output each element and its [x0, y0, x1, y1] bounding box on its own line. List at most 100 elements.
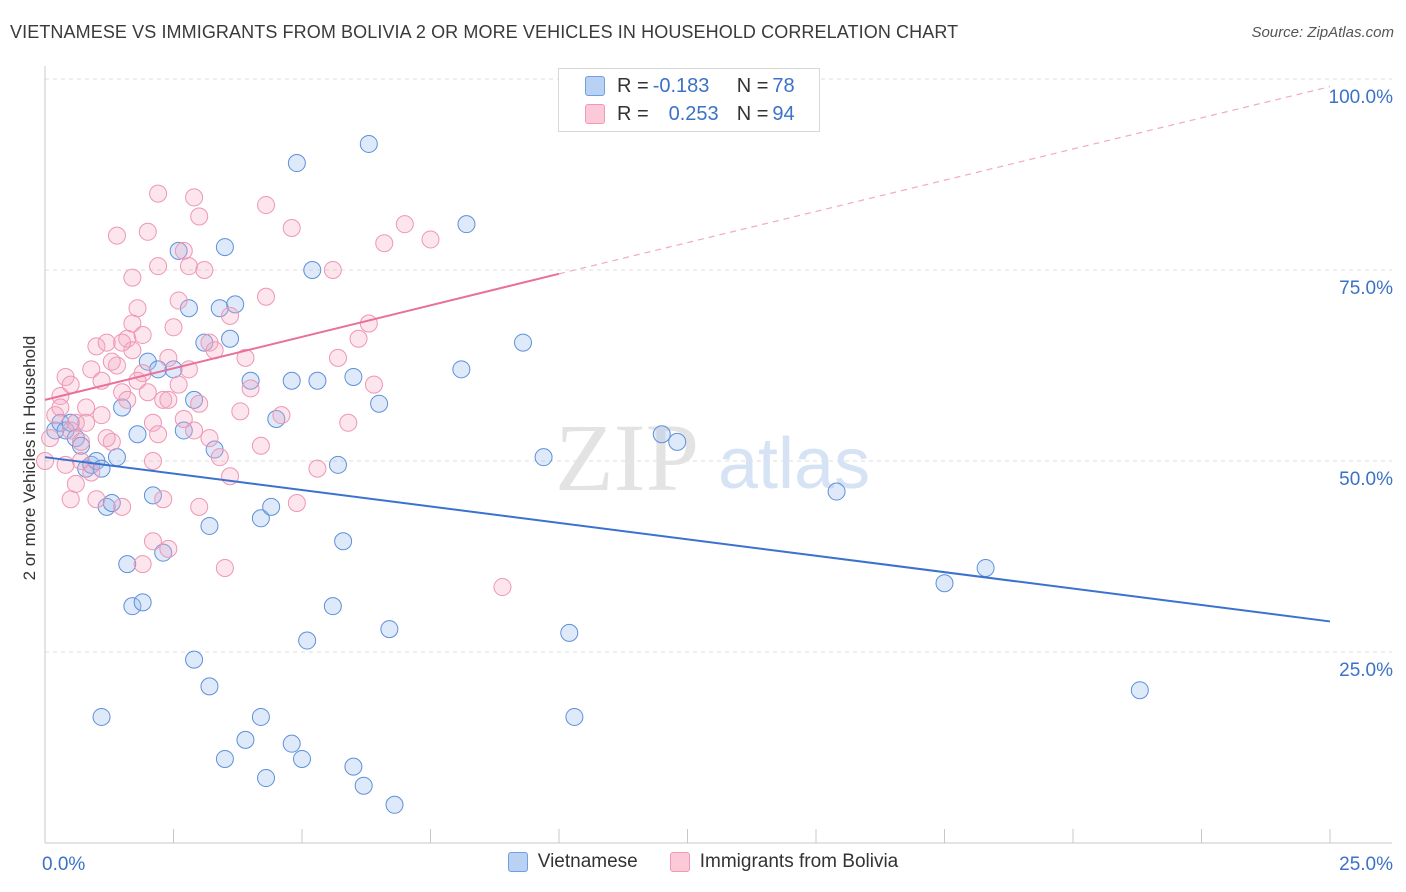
vietnamese-point	[200, 516, 219, 535]
vietnamese-point	[282, 371, 301, 390]
bolivia-point	[118, 390, 137, 409]
stats-legend-row-vietnamese: R = -0.183 N = 78	[585, 73, 795, 99]
r-label: R =	[617, 102, 649, 125]
n-value: 94	[772, 102, 795, 125]
vietnamese-point	[457, 215, 476, 234]
vietnamese-point	[123, 597, 142, 616]
legend-item-bolivia[interactable]: Immigrants from Bolivia	[669, 851, 899, 873]
n-label: N =	[736, 74, 769, 97]
vietnamese-point	[334, 532, 353, 551]
bolivia-point	[185, 421, 204, 440]
bolivia-point	[143, 452, 162, 470]
bolivia-point	[154, 390, 173, 409]
vietnamese-point	[210, 299, 229, 318]
x-tick-label: 25.0%	[1339, 854, 1393, 875]
bolivia-point	[138, 383, 157, 402]
bolivia-point	[41, 429, 60, 448]
vietnamese-point	[118, 555, 137, 574]
bolivia-point	[61, 421, 80, 440]
bolivia-point	[107, 226, 126, 245]
bolivia-point	[190, 497, 209, 516]
vietnamese-point	[195, 333, 214, 352]
bolivia-point	[66, 474, 85, 493]
bolivia-point	[159, 390, 178, 409]
vietnamese-point	[133, 593, 152, 612]
vietnamese-point	[344, 757, 363, 776]
vietnamese-point	[179, 299, 198, 318]
bolivia-point	[71, 432, 90, 451]
vietnamese-point	[308, 371, 327, 390]
chart-title: VIETNAMESE VS IMMIGRANTS FROM BOLIVIA 2 …	[10, 22, 959, 42]
vietnamese-point	[138, 352, 157, 371]
bolivia-point	[36, 452, 54, 470]
bolivia-point	[123, 268, 142, 287]
legend-label: Immigrants from Bolivia	[699, 851, 899, 872]
bolivia-point	[221, 306, 240, 325]
bolivia-point	[143, 413, 162, 432]
vietnamese-point	[236, 730, 255, 749]
bolivia-point	[149, 425, 168, 444]
vietnamese-point	[143, 486, 162, 505]
series-legend: Vietnamese Immigrants from Bolivia	[0, 851, 1406, 873]
vietnamese-point	[935, 574, 954, 593]
vietnamese-point	[102, 494, 121, 513]
bolivia-point	[169, 375, 188, 394]
vietnamese-point	[1130, 681, 1149, 700]
vietnamese-point	[215, 238, 234, 257]
vietnamese-point	[215, 749, 234, 768]
vietnamese-point	[827, 482, 846, 501]
vietnamese-point	[128, 425, 147, 444]
bolivia-point	[97, 333, 116, 352]
vietnamese-point	[560, 623, 579, 642]
bolivia-point	[174, 409, 193, 428]
bolivia-point	[282, 218, 301, 237]
bolivia-point	[133, 325, 152, 344]
bolivia-point	[133, 555, 152, 574]
bolivia-point	[272, 406, 291, 425]
legend-item-vietnamese[interactable]: Vietnamese	[507, 851, 638, 873]
vietnamese-point	[298, 631, 317, 650]
legend-label: Vietnamese	[537, 851, 638, 872]
vietnamese-point	[452, 360, 471, 379]
pink-swatch	[669, 852, 690, 872]
bolivia-point	[87, 490, 106, 509]
bolivia-point	[375, 234, 394, 253]
pink-swatch	[585, 104, 605, 124]
bolivia-point	[169, 291, 188, 310]
vietnamese-point	[354, 776, 373, 795]
bolivia-point	[179, 257, 198, 276]
vietnamese-point	[370, 394, 389, 413]
vietnamese-point	[185, 650, 204, 669]
bolivia-point	[241, 379, 260, 398]
bolivia-point	[185, 188, 204, 207]
vietnamese-point	[221, 329, 240, 348]
vietnamese-point	[668, 432, 687, 451]
bolivia-trend-line	[44, 272, 560, 401]
vietnamese-point	[328, 455, 347, 474]
vietnamese-point	[534, 448, 553, 467]
y-tick-label: 50.0%	[1339, 469, 1393, 490]
vietnamese-point	[293, 749, 311, 768]
bolivia-point	[123, 314, 142, 333]
vietnamese-point	[565, 707, 584, 726]
bolivia-point	[493, 578, 512, 597]
vietnamese-point	[92, 707, 111, 726]
y-tick-label: 100.0%	[1329, 87, 1394, 108]
vietnamese-point	[107, 448, 126, 467]
bolivia-point	[97, 429, 116, 448]
stats-legend: R = -0.183 N = 78 R = 0.253 N = 94	[558, 68, 820, 132]
vietnamese-point	[287, 154, 306, 173]
vietnamese-point	[200, 677, 219, 696]
bolivia-point	[51, 398, 70, 417]
vietnamese-point	[282, 734, 301, 753]
bolivia-point	[159, 539, 178, 558]
bolivia-point	[323, 261, 342, 279]
bolivia-point	[251, 436, 270, 455]
bolivia-point	[287, 494, 306, 513]
bolivia-point	[123, 341, 142, 360]
bolivia-point	[77, 398, 96, 417]
vietnamese-point	[385, 795, 404, 814]
bolivia-point	[143, 532, 162, 551]
bolivia-point	[190, 207, 209, 226]
